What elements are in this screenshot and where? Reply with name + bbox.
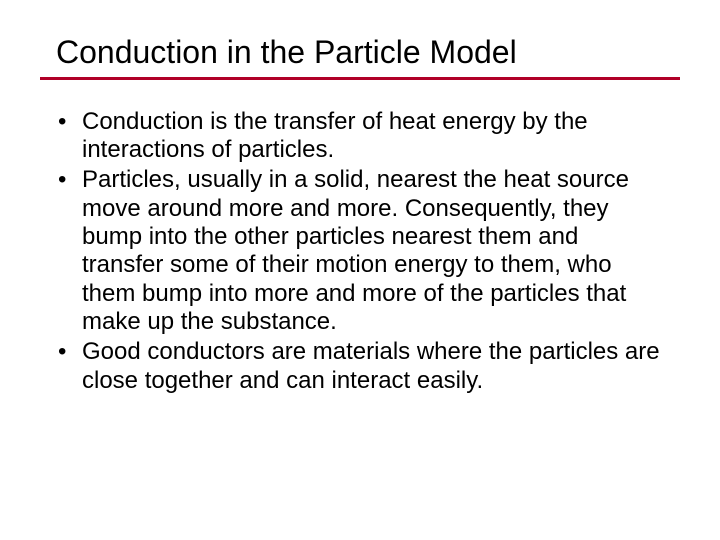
bullet-list: Conduction is the transfer of heat energ… [54,108,666,395]
bullet-item: Conduction is the transfer of heat energ… [78,108,666,165]
bullet-item: Particles, usually in a solid, nearest t… [78,166,666,336]
title-area: Conduction in the Particle Model [0,0,720,71]
slide: Conduction in the Particle Model Conduct… [0,0,720,540]
slide-title: Conduction in the Particle Model [56,34,672,71]
body-area: Conduction is the transfer of heat energ… [0,80,720,395]
bullet-item: Good conductors are materials where the … [78,338,666,395]
